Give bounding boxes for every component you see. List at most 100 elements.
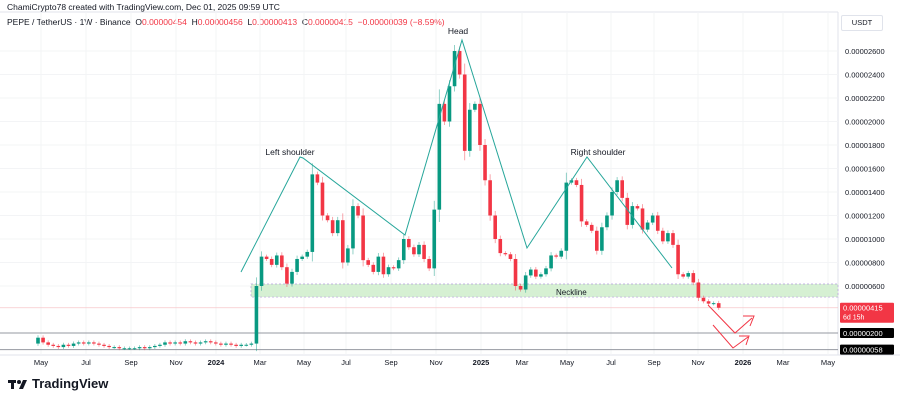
candle-body bbox=[244, 344, 249, 346]
low-value: 0.00000413 bbox=[252, 17, 298, 27]
candle-body bbox=[701, 297, 706, 302]
price-chart[interactable]: May Jul Sep Nov 2024 Mar May Jul Sep Nov 2025 Mar Ma… bbox=[0, 0, 900, 372]
level-price-label: 0.00000058 bbox=[843, 346, 883, 355]
candle-body bbox=[300, 256, 304, 259]
head-and-shoulders-pattern-line bbox=[240, 38, 673, 273]
time-tick-label: Sep bbox=[124, 358, 137, 367]
candle-body bbox=[295, 258, 299, 272]
candle-body bbox=[473, 103, 477, 110]
arrow-head-icon bbox=[743, 315, 755, 327]
candle-body bbox=[417, 244, 421, 255]
candle-body bbox=[549, 255, 553, 269]
symbol-name[interactable]: PEPE / TetherUS · 1W · Binance bbox=[7, 17, 131, 27]
neckline-label: Neckline bbox=[556, 288, 587, 297]
currency-button[interactable]: USDT bbox=[841, 15, 883, 31]
current-price-tag bbox=[840, 302, 894, 323]
candle-body bbox=[427, 258, 431, 269]
candle-body bbox=[219, 343, 223, 345]
candle-body bbox=[41, 337, 45, 343]
candle-body bbox=[229, 343, 233, 345]
candle-body bbox=[76, 342, 81, 344]
candle-body bbox=[366, 260, 370, 265]
candle-body bbox=[676, 244, 680, 275]
candle-body bbox=[376, 256, 381, 272]
candle-body bbox=[498, 239, 503, 254]
candle-body bbox=[259, 256, 264, 286]
candle-body bbox=[447, 86, 452, 122]
candle-body bbox=[564, 182, 569, 251]
candle-body bbox=[407, 239, 411, 248]
candle-body bbox=[290, 271, 294, 284]
candle-body bbox=[462, 74, 467, 151]
candle-body bbox=[249, 343, 254, 345]
candle-body bbox=[493, 215, 497, 239]
candle-body bbox=[518, 286, 523, 290]
candle-body bbox=[539, 274, 543, 277]
price-tick-label: 0.00002400 bbox=[845, 71, 885, 80]
high-label: H bbox=[191, 17, 198, 27]
candle-body bbox=[640, 208, 645, 230]
candle-body bbox=[589, 224, 594, 231]
change-value: −0.00000039 (−8.59%) bbox=[357, 17, 445, 27]
candle-body bbox=[87, 342, 91, 344]
symbol-legend: PEPE / TetherUS · 1W · Binance O0.000004… bbox=[7, 17, 445, 27]
candle-body bbox=[457, 51, 462, 75]
candle-body bbox=[315, 174, 320, 183]
candle-body bbox=[97, 343, 101, 345]
close-value: 0.00000415 bbox=[307, 17, 353, 27]
candle-body bbox=[696, 282, 701, 298]
candle-body bbox=[81, 342, 86, 344]
price-tick-label: 0.00002600 bbox=[845, 47, 885, 56]
brand-name: TradingView bbox=[32, 376, 109, 391]
candle-body bbox=[488, 180, 492, 216]
candle-body bbox=[305, 251, 310, 257]
candle-body bbox=[523, 275, 528, 290]
price-tick-label: 0.00001400 bbox=[845, 188, 885, 197]
level-price-tag bbox=[840, 328, 894, 338]
candle-body bbox=[158, 344, 162, 346]
candle-body bbox=[691, 273, 696, 283]
close-label: C bbox=[301, 17, 308, 27]
candle-body bbox=[132, 348, 137, 350]
candle-body bbox=[188, 341, 193, 343]
candle-body bbox=[422, 244, 426, 259]
time-tick-label: 2024 bbox=[208, 358, 226, 367]
candle-body bbox=[371, 264, 376, 272]
level-price-label: 0.00000200 bbox=[843, 329, 883, 338]
candle-body bbox=[147, 347, 152, 349]
candle-body bbox=[239, 344, 243, 346]
candle-body bbox=[711, 303, 716, 305]
neckline-zone bbox=[250, 283, 839, 298]
candle-body bbox=[168, 342, 172, 344]
candle-body bbox=[71, 343, 76, 346]
candle-body bbox=[208, 341, 213, 343]
candle-body bbox=[112, 347, 116, 349]
candle-body bbox=[102, 344, 106, 346]
candle-body bbox=[381, 256, 386, 275]
candle-body bbox=[234, 344, 238, 346]
candle-body bbox=[478, 103, 482, 145]
candle-body bbox=[635, 206, 640, 209]
candle-body bbox=[625, 197, 630, 225]
price-tick-label: 0.00000800 bbox=[845, 259, 885, 268]
candle-body bbox=[605, 215, 609, 228]
price-tick-label: 0.00001200 bbox=[845, 212, 885, 221]
candle-body bbox=[620, 180, 624, 198]
current-price-label: 0.00000415 bbox=[843, 304, 883, 313]
candle-body bbox=[51, 344, 56, 346]
candle-body bbox=[310, 174, 315, 252]
candle-body bbox=[681, 274, 685, 277]
time-tick-label: Mar bbox=[777, 358, 790, 367]
time-tick-label: Nov bbox=[429, 358, 443, 367]
candle-body bbox=[341, 220, 345, 263]
candle-body bbox=[452, 51, 457, 87]
candle-body bbox=[706, 301, 711, 304]
price-tick-label: 0.00002000 bbox=[845, 118, 885, 127]
time-tick-label: Jul bbox=[341, 358, 351, 367]
time-tick-label: Jul bbox=[606, 358, 616, 367]
candle-body bbox=[203, 341, 208, 343]
time-tick-label: Mar bbox=[254, 358, 267, 367]
tradingview-logo-icon bbox=[8, 379, 27, 389]
head-label: Head bbox=[448, 26, 469, 36]
